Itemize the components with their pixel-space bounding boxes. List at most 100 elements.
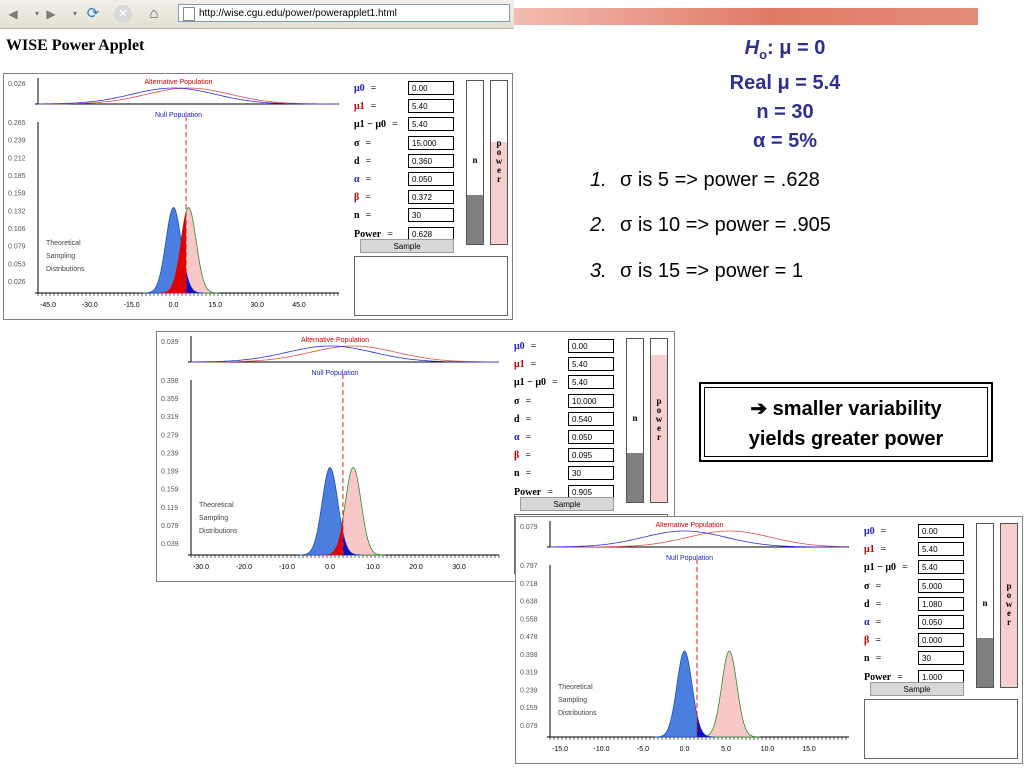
y-tick-label: 0.718 xyxy=(520,581,538,588)
x-tick-label: -15.0 xyxy=(552,746,568,753)
null-population-label: Null Population xyxy=(155,112,202,119)
x-tick-label: -10.0 xyxy=(279,564,295,571)
mean-difference-field[interactable]: 5.40 xyxy=(408,117,454,132)
label-beta: β = xyxy=(864,635,881,647)
stop-icon[interactable]: ✕ xyxy=(114,5,132,23)
label-diff: μ1 − μ0 = xyxy=(354,119,398,131)
label-mu1: μ1 = xyxy=(354,101,377,113)
sampling-plot: 0.079 Alternative Population Null Populati… xyxy=(520,521,849,753)
back-icon[interactable]: ◀ xyxy=(8,7,18,21)
page-icon xyxy=(183,7,195,21)
label-sigma: σ = xyxy=(354,137,372,149)
theoretical-label: Sampling xyxy=(46,253,75,260)
null-population-curve xyxy=(550,530,848,548)
power-gauge-letter: p xyxy=(1006,581,1012,591)
sample-button[interactable]: Sample xyxy=(520,497,614,511)
forward-dropdown-icon[interactable]: ▾ xyxy=(72,9,77,18)
beta-region xyxy=(321,518,343,555)
mu1-field[interactable]: 5.40 xyxy=(408,99,454,114)
mu1-field[interactable]: 5.40 xyxy=(568,357,614,372)
mean-difference-field[interactable]: 5.40 xyxy=(918,560,964,575)
x-tick-label: 10.0 xyxy=(366,564,380,571)
y-tick-label: 0.279 xyxy=(161,432,179,439)
power-gauge-fill xyxy=(491,141,507,244)
sampling-plot: 0.026 Alternative Population Null Populati… xyxy=(8,78,339,309)
x-tick-label: 15.0 xyxy=(802,746,816,753)
slide-decoration-bar xyxy=(514,8,978,25)
sigma-field[interactable]: 15.000 xyxy=(408,135,454,150)
beta-field[interactable]: 0.095 xyxy=(568,448,614,463)
y-tick-label: 0.239 xyxy=(520,687,538,694)
sigma-field[interactable]: 10.000 xyxy=(568,393,614,408)
forward-icon[interactable]: ▶ xyxy=(46,7,56,21)
sample-output-box xyxy=(354,256,508,316)
y-tick-label: 0.106 xyxy=(8,226,26,233)
y-tick-label: 0.079 xyxy=(8,244,26,251)
effect-size-field[interactable]: 0.360 xyxy=(408,153,454,168)
mu0-field[interactable]: 0.00 xyxy=(408,81,454,95)
alt-population-curve xyxy=(550,530,848,548)
n-field[interactable]: 30 xyxy=(918,651,964,666)
alpha-field[interactable]: 0.050 xyxy=(408,172,454,186)
theoretical-label: Distributions xyxy=(199,528,238,535)
null-sampling-distribution xyxy=(298,467,362,556)
x-tick-label: -10.0 xyxy=(594,746,610,753)
n-gauge-fill xyxy=(627,453,643,502)
label-diff: μ1 − μ0 = xyxy=(864,562,908,574)
beta-region xyxy=(158,212,187,293)
label-d: d = xyxy=(864,598,882,610)
effect-size-field[interactable]: 0.540 xyxy=(568,411,614,426)
sample-button[interactable]: Sample xyxy=(360,239,454,253)
alt-population-label: Alternative Population xyxy=(144,79,212,86)
alpha-field[interactable]: 0.050 xyxy=(568,430,614,444)
n-gauge: n xyxy=(976,523,994,688)
label-mu0: μ0 = xyxy=(354,83,377,94)
conclusion-callout: ➔ smaller variability yields greater pow… xyxy=(699,382,993,462)
label-beta: β = xyxy=(354,192,371,204)
label-sigma: σ = xyxy=(864,580,882,592)
y-tick-label: 0.359 xyxy=(161,396,179,403)
y-tick-label: 0.398 xyxy=(520,652,538,659)
beta-field[interactable]: 0.372 xyxy=(408,190,454,205)
y-tick-label: 0.478 xyxy=(520,634,538,641)
effect-size-field[interactable]: 1.080 xyxy=(918,596,964,611)
mu1-field[interactable]: 5.40 xyxy=(918,542,964,557)
browser-toolbar: ◀ ▾ ▶ ▾ ⟳ ✕ ⌂ http://wise.cgu.edu/power/… xyxy=(0,0,514,29)
mu0-field[interactable]: 0.00 xyxy=(568,339,614,353)
mean-difference-field[interactable]: 5.40 xyxy=(568,375,614,390)
n-gauge: n xyxy=(626,338,644,503)
y-tick-label: 0.319 xyxy=(161,414,179,421)
power-gauge-letter: r xyxy=(1007,617,1011,627)
x-tick-label: 0.0 xyxy=(169,302,179,309)
alt-population-curve xyxy=(191,345,499,363)
home-icon[interactable]: ⌂ xyxy=(149,5,159,22)
x-tick-label: -20.0 xyxy=(236,564,252,571)
beta-field[interactable]: 0.000 xyxy=(918,633,964,648)
refresh-icon[interactable]: ⟳ xyxy=(86,5,100,22)
y-tick-label: 0.319 xyxy=(520,670,538,677)
x-tick-label: -30.0 xyxy=(193,564,209,571)
power-gauge-letter: o xyxy=(656,405,662,415)
theoretical-label: Theoretical xyxy=(46,240,81,247)
label-mu0: μ0 = xyxy=(864,526,887,537)
y-tick-label: 0.079 xyxy=(161,523,179,530)
address-bar[interactable]: http://wise.cgu.edu/power/powerapplet1.h… xyxy=(178,4,510,22)
alpha-field[interactable]: 0.050 xyxy=(918,615,964,629)
power-gauge-letter: w xyxy=(1005,599,1013,609)
alpha-region xyxy=(342,532,362,555)
n-field[interactable]: 30 xyxy=(408,208,454,223)
mu0-field[interactable]: 0.00 xyxy=(918,524,964,538)
power-gauge-letter: p xyxy=(496,138,502,148)
sigma-field[interactable]: 5.000 xyxy=(918,578,964,593)
y-tick-label: 0.159 xyxy=(161,487,179,494)
y-tick-label: 0.159 xyxy=(8,191,26,198)
label-mu1: μ1 = xyxy=(864,544,887,556)
back-dropdown-icon[interactable]: ▾ xyxy=(34,9,39,18)
n-field[interactable]: 30 xyxy=(568,466,614,481)
x-tick-label: 30.0 xyxy=(452,564,466,571)
null-hypothesis: Ho: μ = 0 xyxy=(744,37,826,62)
sample-button[interactable]: Sample xyxy=(870,682,964,696)
power-field[interactable]: 0.905 xyxy=(568,484,614,499)
y-tick-label: 0.026 xyxy=(8,279,26,286)
power-applet-sigma-5: 0.079 Alternative Population Null Populati… xyxy=(515,516,1023,764)
